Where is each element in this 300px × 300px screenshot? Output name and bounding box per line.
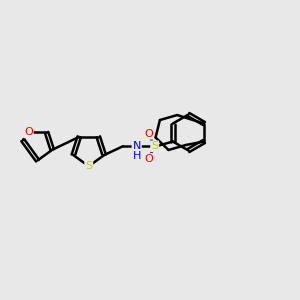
- Text: N: N: [133, 141, 141, 151]
- Text: O: O: [144, 129, 153, 139]
- Text: S: S: [151, 141, 158, 151]
- Text: H: H: [133, 151, 141, 161]
- Text: O: O: [144, 154, 153, 164]
- Text: S: S: [85, 161, 92, 171]
- Text: O: O: [24, 128, 33, 137]
